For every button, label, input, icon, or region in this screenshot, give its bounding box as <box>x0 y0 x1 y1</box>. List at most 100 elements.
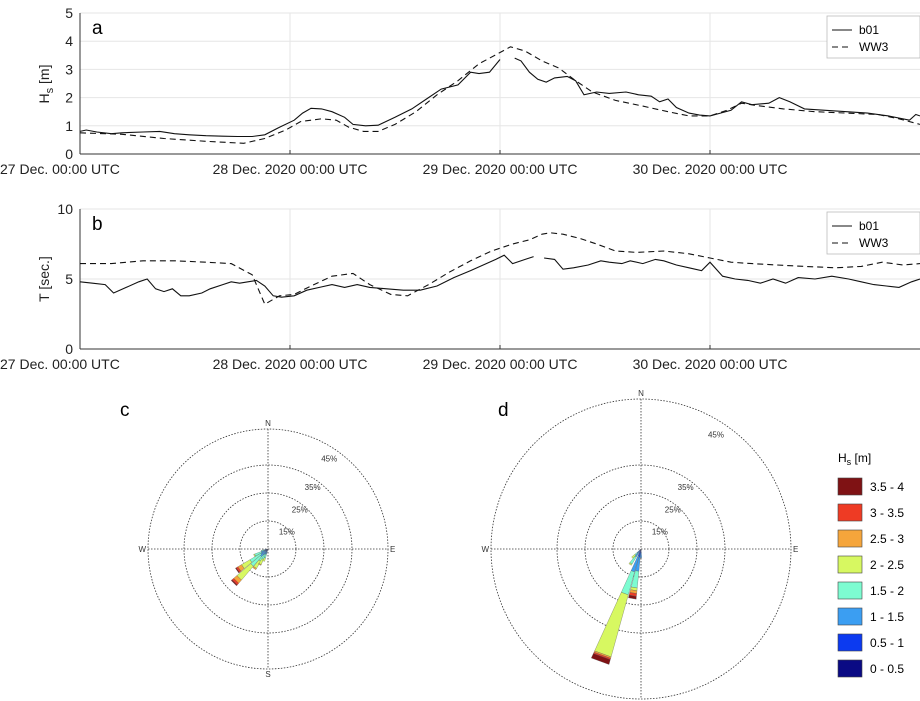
rose-sector <box>260 548 269 552</box>
direction-label-w: W <box>481 545 489 554</box>
colorbar-label: 2.5 - 3 <box>870 532 904 546</box>
x-tick-label: 29 Dec. 2020 00:00 UTC <box>423 356 578 372</box>
y-tick-label: 0 <box>65 341 73 357</box>
direction-label-n: N <box>265 419 271 428</box>
rose-wedge <box>591 653 611 665</box>
x-tick-label: 27 Dec. 00:00 UTC <box>0 356 120 372</box>
rose-sector <box>591 548 642 665</box>
y-tick-label: 5 <box>65 271 73 287</box>
ring-label: 15% <box>652 528 668 537</box>
y-tick-label: 5 <box>65 5 73 21</box>
colorbar-label: 1 - 1.5 <box>870 610 904 624</box>
colorbar-swatch <box>837 477 863 496</box>
y-tick-label: 0 <box>65 146 73 162</box>
panel-label: c <box>120 400 130 421</box>
colorbar-swatch <box>837 529 863 548</box>
series-line-b01 <box>544 257 920 288</box>
direction-label-s: S <box>265 670 270 679</box>
colorbar-swatch <box>837 607 863 626</box>
x-tick-label: 29 Dec. 2020 00:00 UTC <box>423 161 578 177</box>
rose-sector <box>640 548 642 558</box>
rose-sector <box>262 548 269 562</box>
y-tick-label: 3 <box>65 61 73 77</box>
rose-wedge <box>260 549 265 552</box>
ring-label: 35% <box>305 483 321 492</box>
panel-b-timeseries-period: 0 5 10 27 Dec. 00:00 UTC 28 Dec. 2020 00:00 … <box>0 201 920 372</box>
ring-label: 15% <box>279 528 295 537</box>
y-tick-label: 2 <box>65 90 73 106</box>
colorbar-label: 3.5 - 4 <box>870 480 904 494</box>
colorbar-swatch <box>837 581 863 600</box>
colorbar-title: Hs [m] <box>838 451 871 467</box>
legend-label: WW3 <box>859 40 889 54</box>
y-tick-label: 1 <box>65 118 73 134</box>
rose-sector <box>628 548 642 600</box>
colorbar-label: 1.5 - 2 <box>870 584 904 598</box>
legend-box <box>826 211 920 255</box>
legend-box <box>826 15 920 59</box>
y-tick-label: 4 <box>65 33 73 49</box>
legend-label: WW3 <box>859 236 889 250</box>
x-tick-label: 28 Dec. 2020 00:00 UTC <box>213 356 368 372</box>
rose-sector <box>230 548 269 587</box>
rose-wedge <box>631 554 636 559</box>
rose-wedge <box>230 579 238 587</box>
colorbar-label: 0.5 - 1 <box>870 636 904 650</box>
rose-wedge <box>253 553 256 557</box>
series-line-b01 <box>514 57 920 121</box>
rose-wedge <box>640 550 642 553</box>
direction-label-e: E <box>793 545 798 554</box>
hs-colorbar-legend: Hs [m] 3.5 - 4 3 - 3.5 2.5 - 3 2 - 2.5 1.5 - … <box>837 451 904 678</box>
rose-wedge <box>258 563 262 566</box>
ring-label: 45% <box>708 430 724 439</box>
panel-label: a <box>92 18 103 39</box>
colorbar-swatch <box>837 659 863 678</box>
x-tick-label: 27 Dec. 00:00 UTC <box>0 161 120 177</box>
colorbar-label: 2 - 2.5 <box>870 558 904 572</box>
rose-sector <box>631 548 642 559</box>
legend-label: b01 <box>859 23 879 37</box>
panel-c-wave-rose: N E S W 15% 25% 35% 45% c <box>120 400 395 679</box>
direction-label-n: N <box>638 389 644 398</box>
colorbar-label: 0 - 0.5 <box>870 662 904 676</box>
rose-wedge <box>594 592 629 658</box>
rose-wedge <box>262 557 266 562</box>
rose-wedge <box>252 566 257 570</box>
ring-label: 25% <box>292 505 308 514</box>
rose-ring <box>584 492 698 606</box>
rose-wedge <box>235 567 240 574</box>
panel-label: d <box>498 400 509 421</box>
panel-a-timeseries-hs: 0 1 2 3 4 5 27 Dec. 00:00 UTC 28 Dec. 2020 00:0… <box>0 5 920 177</box>
rose-wedge <box>628 562 633 566</box>
colorbar-label: 3 - 3.5 <box>870 506 904 520</box>
ring-label: 45% <box>321 454 337 463</box>
y-axis-label: T [sec.] <box>36 256 52 302</box>
series-line-ww3 <box>80 232 920 305</box>
ring-label: 35% <box>678 483 694 492</box>
colorbar-swatch <box>837 503 863 522</box>
rose-sector <box>235 548 269 574</box>
series-line-b01 <box>79 254 534 298</box>
series-line-b01 <box>79 59 501 138</box>
rose-wedge <box>640 552 642 558</box>
direction-label-w: W <box>138 545 146 554</box>
x-tick-label: 28 Dec. 2020 00:00 UTC <box>213 161 368 177</box>
x-tick-label: 30 Dec. 2020 00:00 UTC <box>633 161 788 177</box>
legend-label: b01 <box>859 219 879 233</box>
rose-wedge <box>628 594 637 600</box>
panel-label: b <box>92 214 103 235</box>
x-tick-label: 30 Dec. 2020 00:00 UTC <box>633 356 788 372</box>
colorbar-swatch <box>837 633 863 652</box>
direction-label-e: E <box>390 545 395 554</box>
rose-sector <box>253 548 269 557</box>
colorbar-swatch <box>837 555 863 574</box>
y-tick-label: 10 <box>57 201 73 217</box>
y-axis-label: Hs [m] <box>36 65 56 104</box>
ring-label: 25% <box>665 505 681 514</box>
rose-ring <box>211 492 325 606</box>
series-line-ww3 <box>79 46 920 144</box>
